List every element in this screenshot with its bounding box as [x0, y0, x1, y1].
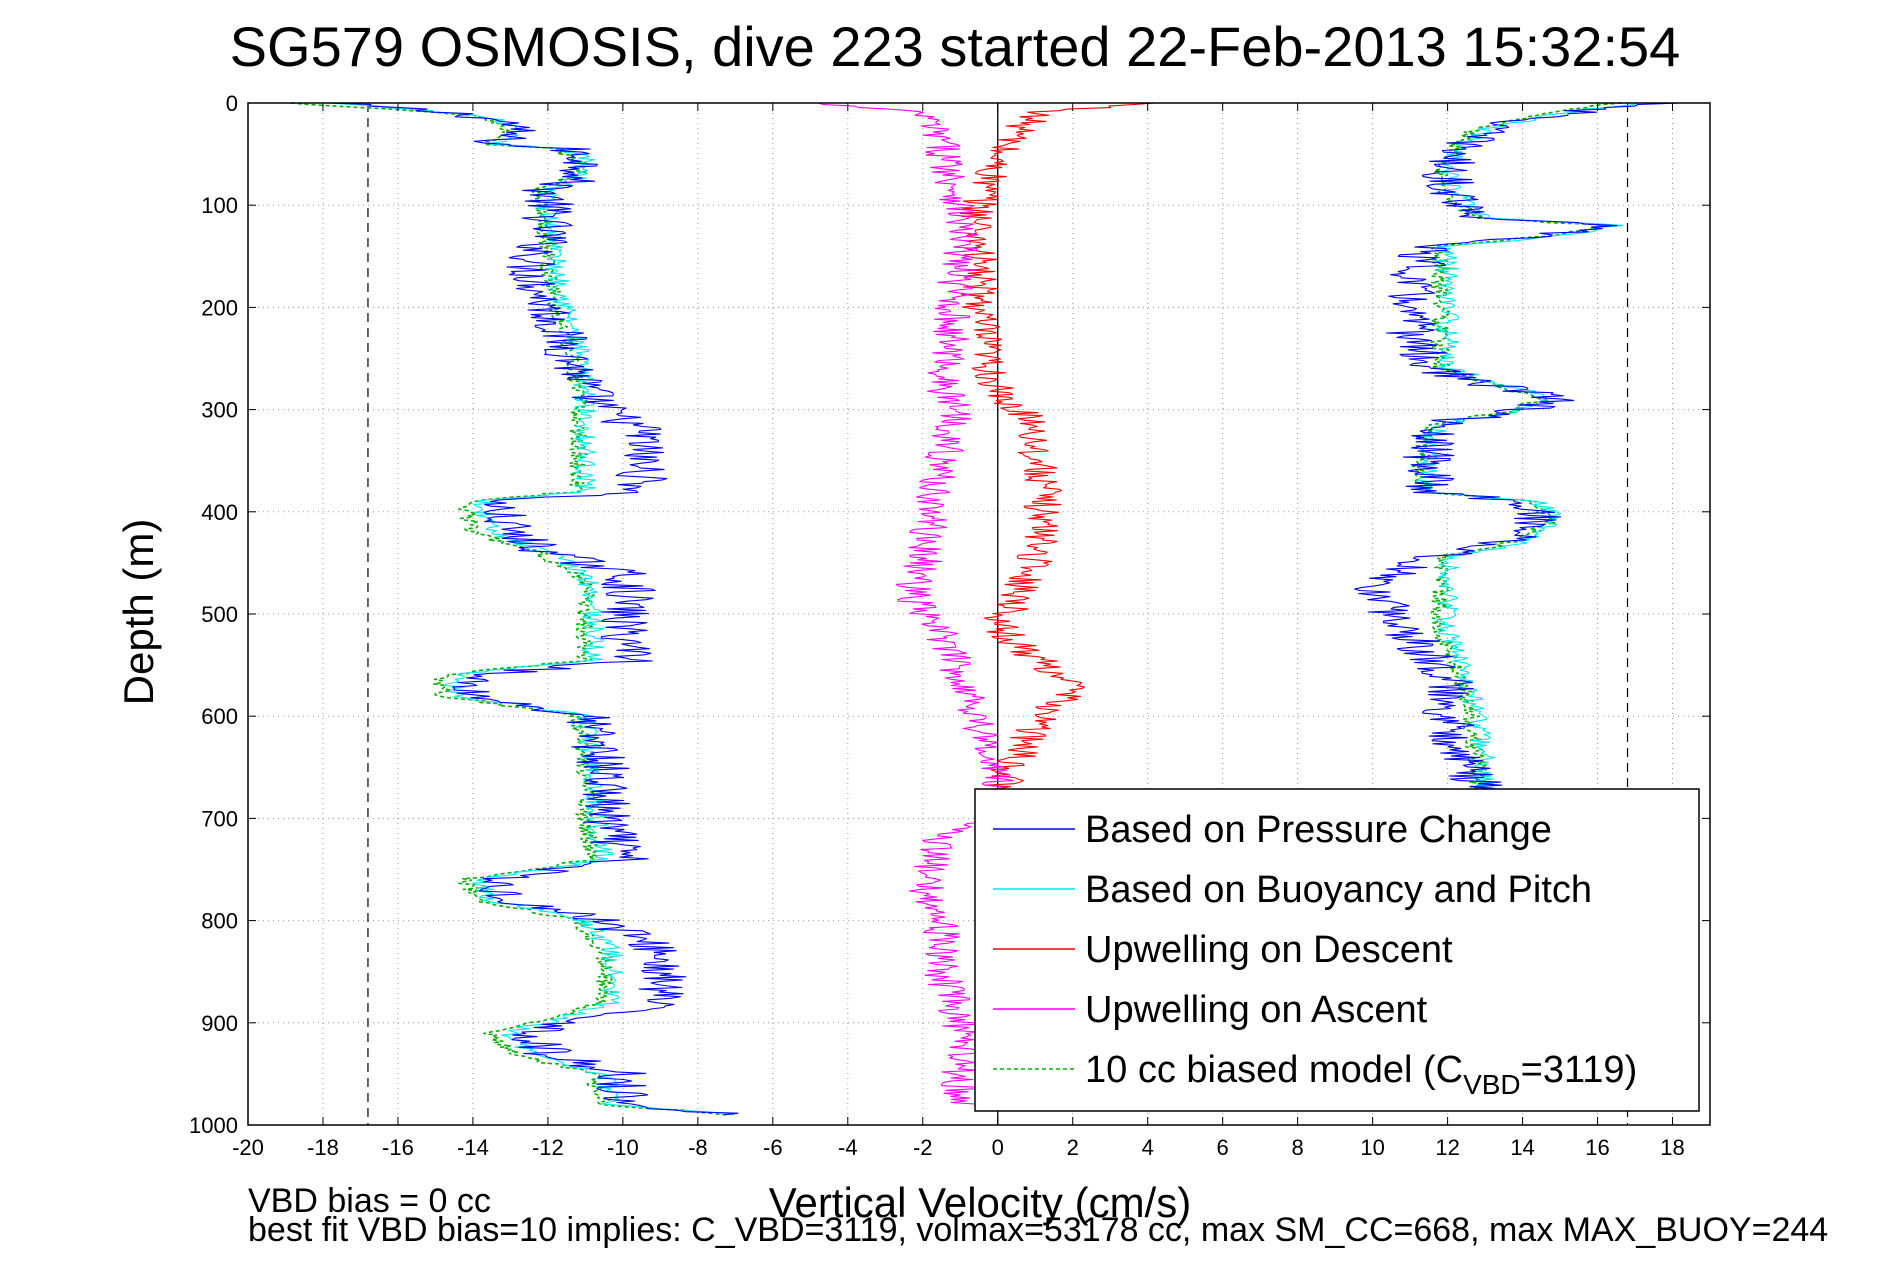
series-line-based-on-pressure-change [329, 102, 739, 1116]
y-tick-label: 100 [201, 193, 238, 218]
x-tick-label: -20 [232, 1135, 264, 1160]
legend-label: Upwelling on Ascent [1085, 989, 1428, 1031]
legend-label: 10 cc biased model (CVBD=3119) [1085, 1049, 1637, 1100]
y-tick-label: 600 [201, 704, 238, 729]
series-line-based-on-pressure-change [1354, 102, 1680, 798]
legend: Based on Pressure Change Based on Buoyanc… [974, 788, 1700, 1112]
footer-fit-note: best fit VBD bias=10 implies: C_VBD=3119… [248, 1211, 1828, 1249]
x-tick-label: 18 [1660, 1135, 1684, 1160]
x-tick-label: 6 [1217, 1135, 1229, 1160]
x-tick-label: -4 [838, 1135, 858, 1160]
x-tick-label: -14 [457, 1135, 489, 1160]
legend-label: Upwelling on Descent [1085, 929, 1453, 971]
y-tick-label: 700 [201, 806, 238, 831]
series-line-upwelling-on-descent [959, 102, 1156, 818]
series-layer [290, 102, 1680, 1116]
x-tick-label: 0 [992, 1135, 1004, 1160]
y-tick-label: 1000 [189, 1113, 238, 1138]
y-tick-label: 300 [201, 398, 238, 423]
y-tick-label: 800 [201, 909, 238, 934]
x-tick-label: -12 [532, 1135, 564, 1160]
x-tick-label: 14 [1510, 1135, 1534, 1160]
x-tick-label: 10 [1360, 1135, 1384, 1160]
x-tick-label: 12 [1435, 1135, 1459, 1160]
x-tick-label: -16 [382, 1135, 414, 1160]
x-tick-label: -10 [607, 1135, 639, 1160]
legend-label: Based on Pressure Change [1085, 809, 1552, 851]
x-tick-label: 2 [1067, 1135, 1079, 1160]
chart-title: SG579 OSMOSIS, dive 223 started 22-Feb-2… [230, 15, 1681, 78]
y-tick-label: 400 [201, 500, 238, 525]
x-tick-label: 16 [1585, 1135, 1609, 1160]
legend-box [974, 788, 1700, 1112]
y-tick-label: 0 [226, 91, 238, 116]
x-tick-label: 4 [1142, 1135, 1154, 1160]
x-tick-label: -6 [763, 1135, 783, 1160]
series-line-based-on-buoyancy-and-pitch [326, 102, 735, 1116]
y-tick-label: 900 [201, 1011, 238, 1036]
series-line-based-on-buoyancy-and-pitch [1417, 102, 1639, 798]
legend-label: Based on Buoyancy and Pitch [1085, 869, 1592, 911]
y-tick-label: 500 [201, 602, 238, 627]
series-line-10-cc-biased-model-c-vbd-3119 [290, 102, 727, 1116]
x-tick-label: -18 [307, 1135, 339, 1160]
y-axis-ticks: 0 100 200 300 400 500 600 700 800 900 1000 [189, 91, 1710, 1138]
x-tick-label: -2 [913, 1135, 933, 1160]
x-axis-title: Vertical Velocity (cm/s) [769, 1179, 1191, 1226]
y-axis-title: Depth (m) [115, 519, 162, 706]
x-axis-ticks: -20 -18 -16 -14 -12 -10 -8 -6 -4 -2 0 2 4 6 8 10 12 14 16 1… [232, 103, 1685, 1160]
y-tick-label: 200 [201, 295, 238, 320]
x-tick-label: -8 [688, 1135, 708, 1160]
footer-bias-note: VBD bias = 0 cc [248, 1182, 491, 1220]
series-line-upwelling-on-ascent [818, 102, 1016, 1105]
x-tick-label: 8 [1292, 1135, 1304, 1160]
